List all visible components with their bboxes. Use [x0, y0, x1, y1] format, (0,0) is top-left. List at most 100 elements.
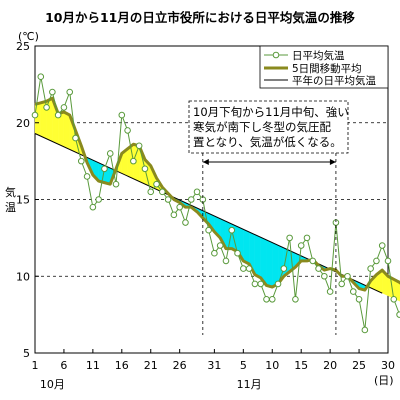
daily-point — [315, 265, 322, 272]
daily-point — [309, 257, 317, 265]
annotation-arrow-head-right — [329, 159, 336, 165]
y-tick-label: 10 — [16, 270, 30, 283]
daily-point — [326, 288, 334, 295]
x-tick-label: 10 — [265, 359, 279, 372]
annotation-box — [188, 100, 349, 154]
x-tick-label: 31 — [207, 359, 221, 372]
daily-point — [355, 295, 363, 303]
month-label: 10月 — [40, 378, 65, 391]
daily-point — [292, 295, 299, 303]
daily-point — [118, 111, 126, 119]
daily-point — [193, 188, 201, 196]
chart-title: 10月から11月の日立市役所における日平均気温の推移 — [45, 10, 355, 25]
daily-point — [187, 196, 195, 203]
daily-point — [211, 249, 218, 257]
daily-point — [228, 226, 236, 234]
daily-point — [164, 196, 172, 203]
deviation-fill — [266, 239, 273, 288]
daily-point — [234, 249, 241, 257]
daily-point — [43, 104, 50, 111]
daily-point — [31, 111, 39, 119]
x-tick-label: 5 — [240, 359, 247, 372]
y-axis-label-1: 気 — [5, 185, 16, 199]
daily-point — [101, 165, 108, 173]
daily-point — [72, 134, 79, 142]
daily-point — [268, 295, 276, 303]
deviation-fill — [254, 234, 261, 279]
daily-point — [303, 234, 311, 242]
daily-point — [373, 257, 380, 265]
daily-point — [338, 280, 346, 288]
daily-point — [245, 265, 253, 272]
daily-point — [77, 157, 85, 165]
y-unit-label: (℃) — [18, 30, 39, 43]
x-tick-label: 11 — [86, 359, 100, 372]
annotation: 10月下旬から11月中旬、強い 寒気が南下し冬型の気圧配 置となり、気温が低くな… — [188, 100, 349, 335]
daily-point — [159, 188, 166, 196]
annotation-span — [202, 153, 337, 335]
daily-point — [106, 150, 114, 157]
x-suffix: (日) — [374, 374, 394, 387]
daily-point — [83, 173, 91, 180]
daily-point — [257, 280, 264, 288]
y-ticks: 5 10 15 20 25 — [16, 40, 39, 360]
legend-daily-marker — [272, 51, 280, 59]
daily-point — [89, 203, 97, 211]
daily-point — [153, 180, 160, 188]
y-axis-label-2: 温 — [5, 201, 16, 214]
daily-point — [205, 226, 212, 234]
deviation-fill — [243, 229, 250, 265]
daily-point — [60, 104, 68, 111]
daily-point — [130, 157, 137, 165]
daily-point — [344, 272, 351, 280]
daily-point — [263, 295, 270, 303]
daily-point — [240, 265, 247, 272]
x-tick-label: 1 — [32, 359, 39, 372]
legend-ma-label: 5日間移動平均 — [292, 62, 362, 75]
daily-point — [378, 242, 386, 249]
y-tick-label: 5 — [23, 347, 30, 360]
x-tick-label: 26 — [173, 359, 187, 372]
daily-points — [31, 73, 400, 334]
x-tick-label: 30 — [381, 359, 395, 372]
daily-point — [390, 295, 398, 303]
daily-point — [216, 242, 224, 249]
daily-point — [361, 326, 369, 334]
daily-point — [367, 265, 374, 272]
daily-point — [37, 73, 45, 80]
daily-point — [321, 272, 328, 280]
daily-point — [135, 142, 143, 150]
legend-normal-label: 平年の日平均気温 — [292, 74, 376, 87]
annotation-line-2: 寒気が南下し冬型の気圧配 — [193, 120, 331, 134]
daily-point — [170, 211, 178, 219]
daily-point — [49, 88, 56, 96]
daily-point — [251, 280, 259, 288]
daily-point — [384, 257, 392, 265]
daily-point — [286, 234, 293, 242]
daily-point — [66, 88, 74, 96]
daily-point — [124, 127, 131, 134]
x-tick-label: 20 — [323, 359, 337, 372]
legend-daily-label: 日平均気温 — [292, 49, 345, 62]
annotation-line-1: 10月下旬から11月中旬、強い — [193, 105, 349, 119]
daily-point — [274, 280, 282, 288]
daily-point — [182, 219, 189, 226]
daily-point — [297, 242, 305, 249]
y-tick-label: 20 — [16, 117, 30, 130]
daily-point — [54, 111, 62, 119]
x-tick-label: 21 — [144, 359, 158, 372]
legend: 日平均気温 5日間移動平均 平年の日平均気温 — [259, 45, 389, 89]
annotation-arrow-head-left — [202, 159, 209, 165]
x-tick-label: 6 — [60, 359, 67, 372]
daily-point — [95, 196, 102, 203]
daily-point — [349, 288, 357, 295]
deviation-fill — [272, 242, 279, 288]
daily-point — [280, 265, 288, 272]
month-label: 11月 — [237, 378, 262, 391]
daily-point — [112, 180, 120, 188]
y-tick-label: 15 — [16, 194, 30, 207]
x-tick-label: 15 — [294, 359, 308, 372]
x-tick-label: 16 — [115, 359, 129, 372]
deviation-fill — [63, 111, 70, 150]
